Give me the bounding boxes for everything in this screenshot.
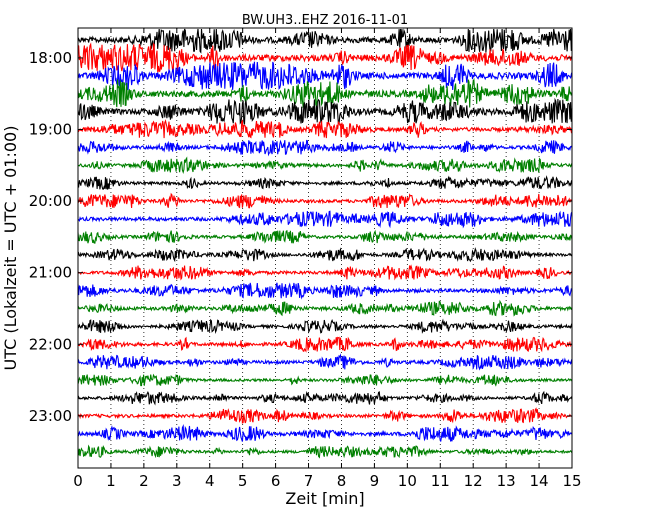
x-tick-label: 10 [398, 472, 417, 490]
y-tick-label: 21:00 [29, 264, 72, 282]
trace-row [77, 42, 573, 73]
x-tick-label: 11 [431, 472, 450, 490]
y-tick-label: 19:00 [29, 121, 72, 139]
trace-row [77, 318, 573, 335]
trace-row [77, 424, 573, 442]
trace-row [77, 139, 573, 157]
trace-row [77, 61, 573, 91]
x-axis-label: Zeit [min] [285, 489, 364, 508]
x-tick-label: 6 [271, 472, 281, 490]
y-tick-label: 20:00 [29, 192, 72, 210]
trace-group [77, 28, 573, 459]
trace-row [77, 264, 573, 281]
plot-frame [77, 27, 573, 469]
y-tick-label: 22:00 [29, 335, 72, 353]
chart-title: BW.UH3..EHZ 2016-11-01 [242, 13, 408, 28]
y-axis: 18:00 19:00 20:00 21:00 22:00 23:00 [29, 49, 572, 425]
vertical-grid [110, 28, 540, 468]
y-tick-label: 18:00 [29, 49, 72, 67]
y-tick-label: 23:00 [29, 407, 72, 425]
x-tick-label: 14 [530, 472, 549, 490]
trace-row [77, 407, 573, 424]
trace-row [77, 229, 573, 244]
trace-row [77, 77, 573, 109]
trace-row [77, 336, 573, 353]
trace-row [77, 28, 573, 54]
x-tick-label: 0 [73, 472, 83, 490]
trace-row [77, 210, 573, 229]
trace-row [77, 175, 573, 190]
x-tick-label: 15 [562, 472, 581, 490]
x-tick-label: 12 [464, 472, 483, 490]
x-tick-label: 5 [238, 472, 248, 490]
trace-row [77, 119, 573, 139]
x-tick-label: 13 [497, 472, 516, 490]
trace-row [77, 299, 573, 317]
trace-row [77, 444, 573, 459]
x-tick-label: 9 [370, 472, 380, 490]
trace-row [77, 390, 573, 406]
x-tick-label: 3 [172, 472, 182, 490]
trace-row [77, 97, 573, 126]
trace-row [77, 247, 573, 263]
x-tick-label: 4 [205, 472, 215, 490]
trace-row [77, 373, 573, 387]
y-axis-label: UTC (Lokalzeit = UTC + 01:00) [1, 126, 20, 371]
x-tick-label: 2 [139, 472, 149, 490]
x-tick-label: 1 [106, 472, 116, 490]
x-tick-label: 7 [304, 472, 314, 490]
trace-row [77, 156, 573, 174]
trace-row [77, 192, 573, 209]
trace-row [77, 353, 573, 371]
x-tick-label: 8 [337, 472, 347, 490]
trace-row [77, 282, 573, 300]
x-axis: 0 1 2 3 4 5 6 7 8 9 10 11 12 13 14 15 [73, 28, 582, 490]
